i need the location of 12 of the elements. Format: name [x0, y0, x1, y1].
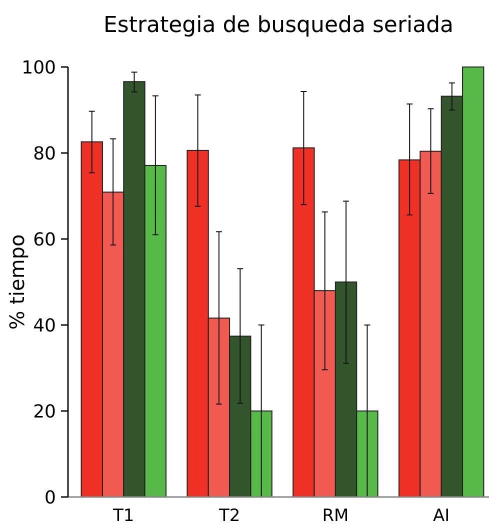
chart-title: Estrategia de busqueda seriada: [103, 13, 454, 38]
y-tick-label: 80: [33, 143, 56, 164]
x-tick-label: T2: [218, 506, 240, 526]
y-tick-label: 60: [33, 229, 56, 250]
y-tick-label: 100: [22, 57, 56, 78]
y-tick-label: 0: [44, 487, 56, 508]
y-axis-title: % tiempo: [5, 234, 29, 330]
x-tick-label: AI: [433, 506, 450, 526]
x-tick-label: RM: [322, 506, 349, 526]
y-tick-label: 40: [33, 315, 56, 336]
y-tick-label: 20: [33, 401, 56, 422]
x-tick-label: T1: [112, 506, 134, 526]
